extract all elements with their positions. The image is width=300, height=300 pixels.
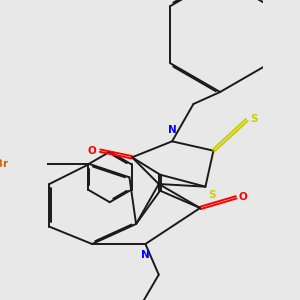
- Text: O: O: [238, 192, 247, 202]
- Text: Br: Br: [0, 159, 8, 169]
- Text: O: O: [88, 146, 97, 156]
- Text: N: N: [141, 250, 150, 260]
- Text: N: N: [168, 125, 176, 135]
- Text: S: S: [250, 114, 258, 124]
- Text: S: S: [208, 190, 216, 200]
